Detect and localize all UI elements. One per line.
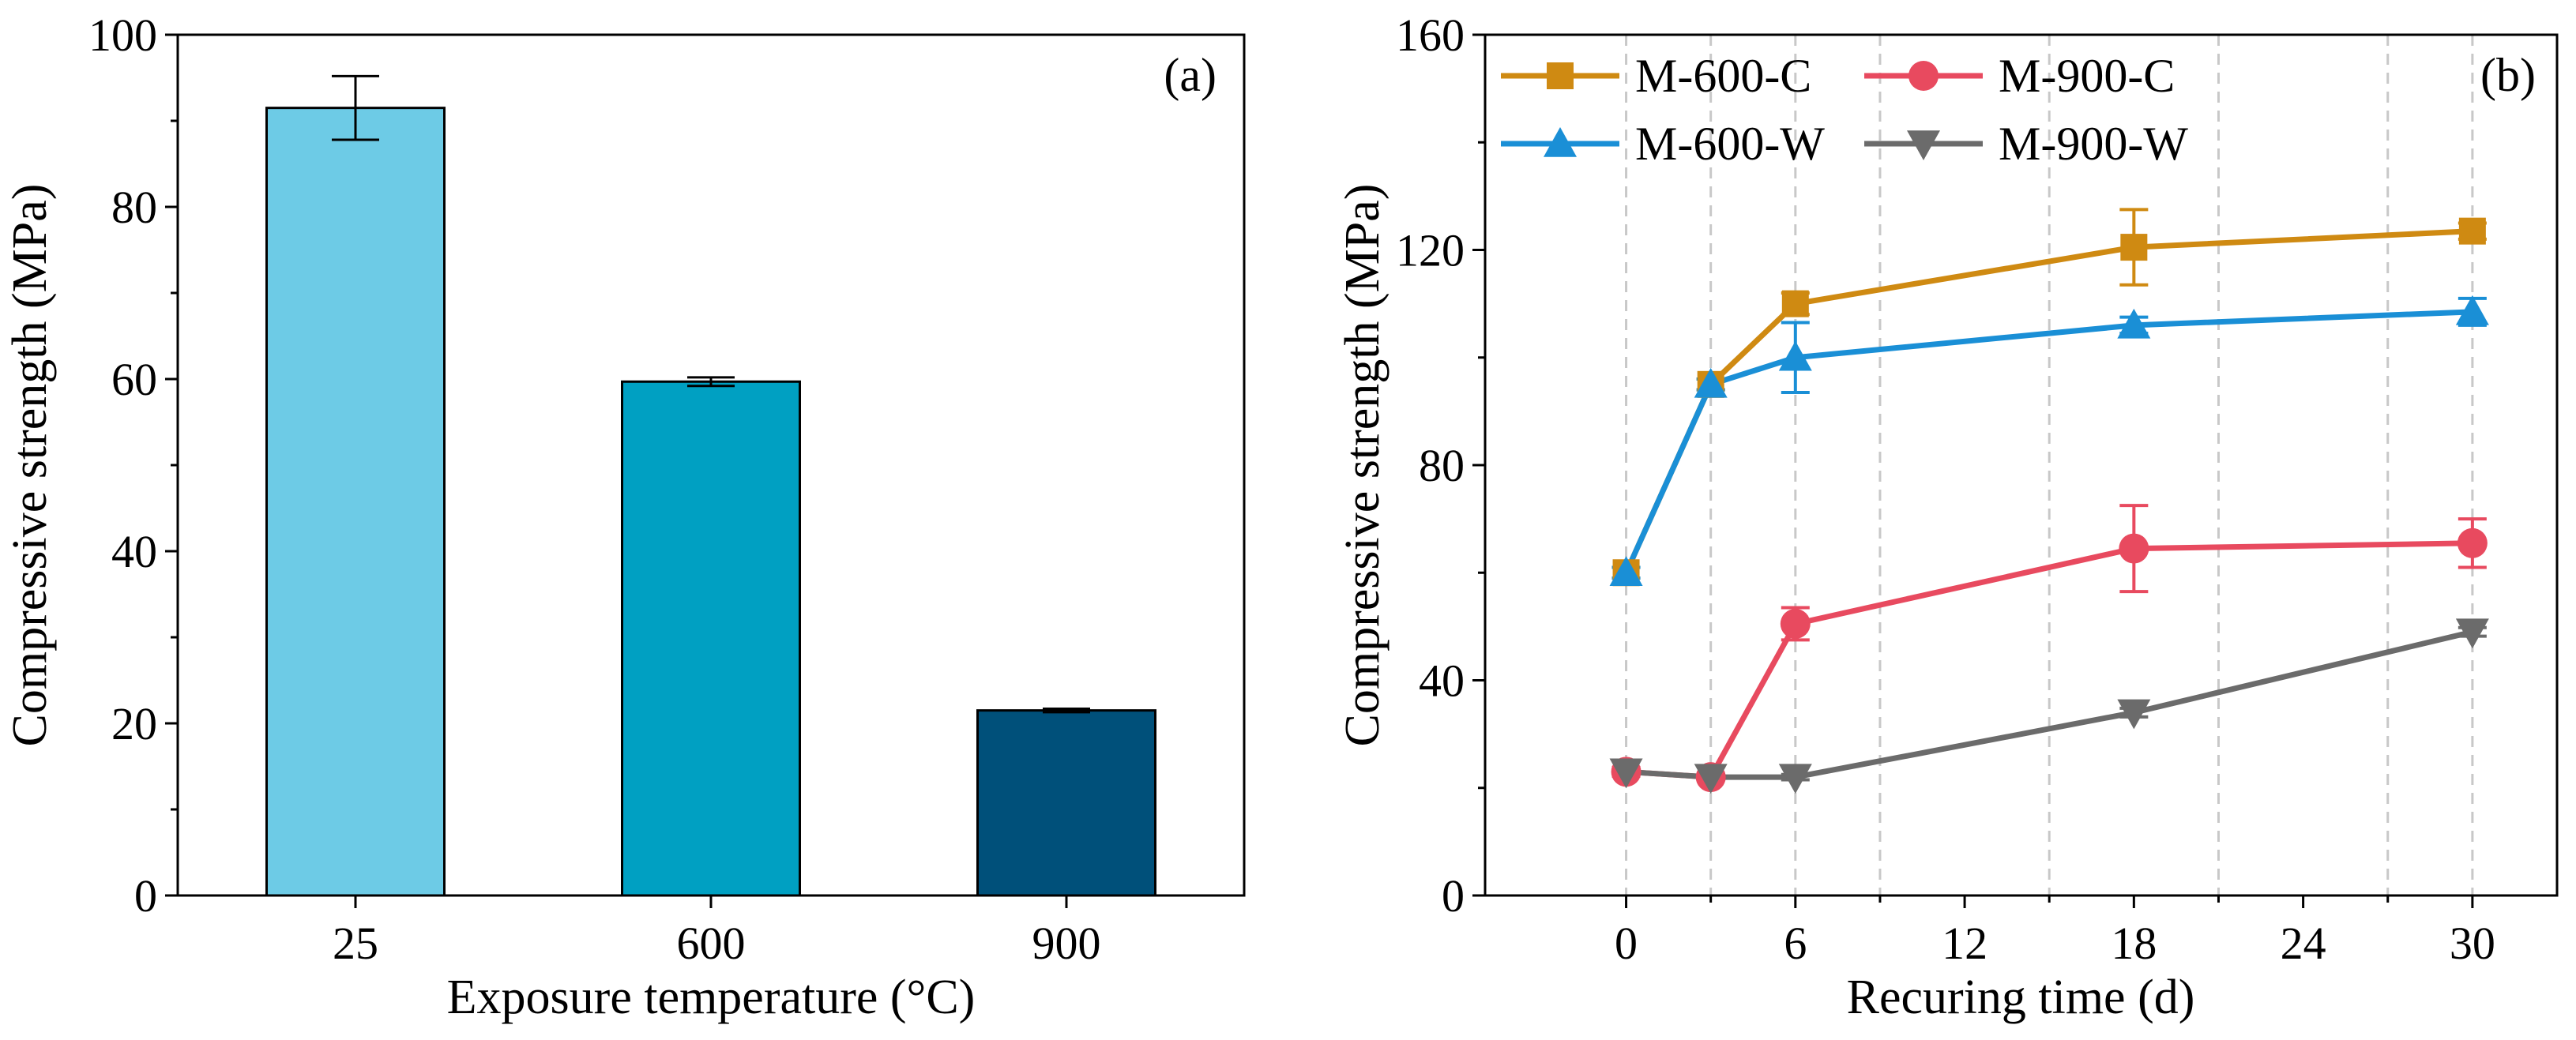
x-tick-label-6: 6 [1784,918,1807,969]
y-tick-label-0: 0 [1442,870,1465,922]
legend-label-M-900-W: M-900-W [1999,118,2188,170]
panel-b-y-axis-label: Compressive strength (MPa) [1336,184,1390,747]
panel-a-y-axis-label: Compressive strength (MPa) [3,184,57,747]
panel-b-label: (b) [2480,49,2536,101]
y-tick-label-80: 80 [111,182,157,233]
bar-900 [976,709,1156,897]
panel-a-x-axis-label: Exposure temperature (°C) [447,971,976,1024]
x-tick-label-600: 600 [677,918,746,969]
data-point-M-900-W [1778,764,1812,794]
legend-label-M-900-C: M-900-C [1999,50,2175,102]
x-tick-label-0: 0 [1615,918,1638,969]
panel-a-bar-chart: 0 20 40 60 80 100 25 600 900 (a) Exposure tempe… [3,9,1246,1024]
data-point-M-600-W [2455,295,2489,325]
bar-25 [265,107,446,897]
legend-marker-M-600-C [1547,62,1574,89]
y-tick-label-40: 40 [111,526,157,577]
y-tick-label-40: 40 [1419,655,1465,707]
data-point-M-600-C [2120,234,2148,261]
data-point-M-600-W [2117,308,2151,339]
data-point-M-600-W [1778,340,1812,371]
panel-a-label: (a) [1164,49,1217,101]
x-tick-label-18: 18 [2111,918,2157,969]
y-tick-label-160: 160 [1396,9,1465,61]
data-point-M-600-W [1609,556,1643,587]
legend-label-M-600-W: M-600-W [1635,118,1825,170]
y-tick-label-120: 120 [1396,225,1465,276]
data-point-M-600-C [2458,217,2486,245]
data-point-M-900-W [2117,699,2151,730]
x-tick-label-900: 900 [1032,918,1101,969]
x-tick-label-12: 12 [1942,918,1987,969]
y-tick-label-100: 100 [88,9,157,61]
y-tick-label-20: 20 [111,698,157,749]
panel-b-legend: M-600-C M-900-C M-600-W M-900-W [1501,50,2188,170]
y-tick-label-80: 80 [1419,440,1465,491]
legend-marker-M-900-C [1908,61,1939,91]
data-point-M-900-C [2457,528,2488,558]
data-point-M-900-W [1694,764,1728,794]
data-point-M-900-W [1609,758,1643,789]
data-point-M-900-C [2119,533,2149,564]
data-point-M-900-W [2455,618,2489,649]
legend-marker-M-900-W [1907,130,1940,160]
y-tick-label-60: 60 [111,354,157,405]
data-point-M-600-C [1781,290,1809,317]
bar-600 [621,380,801,897]
y-tick-label-0: 0 [134,870,157,922]
x-tick-label-30: 30 [2450,918,2495,969]
legend-marker-M-600-W [1544,127,1577,157]
panel-b-x-axis-label: Recuring time (d) [1847,971,2195,1024]
legend-label-M-600-C: M-600-C [1635,50,1811,102]
data-point-M-600-W [1694,367,1728,398]
x-tick-label-25: 25 [333,918,378,969]
x-tick-label-24: 24 [2281,918,2326,969]
data-point-M-900-C [1780,608,1811,639]
